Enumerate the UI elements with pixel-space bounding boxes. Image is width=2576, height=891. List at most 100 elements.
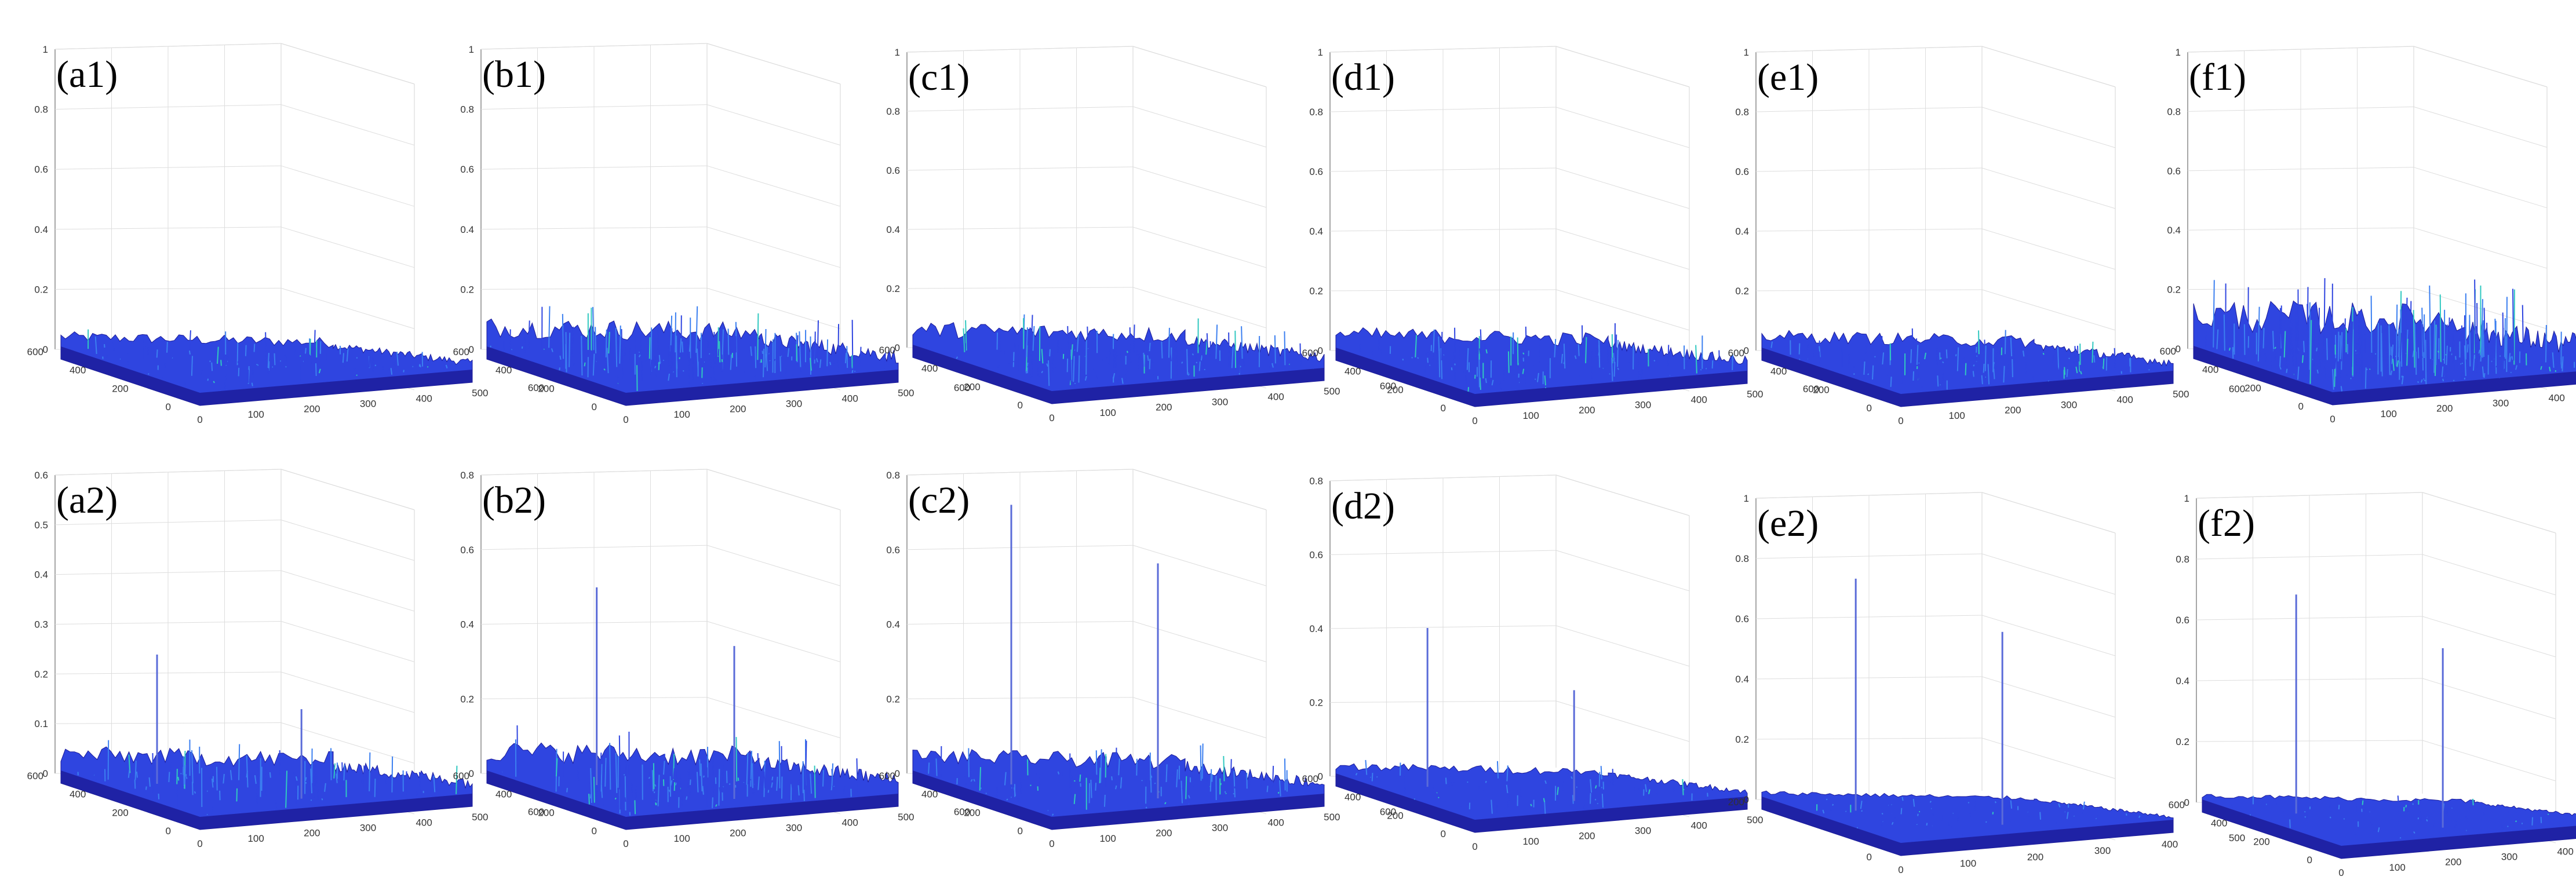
surface-spike	[2430, 356, 2432, 362]
surface-spike	[648, 776, 651, 779]
x-tick-label: 100	[1948, 410, 1965, 421]
surface-spike	[145, 786, 147, 790]
grid-line	[280, 570, 415, 612]
surface-spike	[295, 776, 298, 781]
grid-line	[280, 469, 415, 510]
grid	[1329, 46, 1690, 392]
surface-spike	[1432, 785, 1434, 789]
z-tick-label: 0.6	[460, 545, 474, 556]
surface-spike	[804, 365, 806, 370]
surface-spike	[1544, 780, 1547, 784]
surface-front	[487, 346, 898, 406]
surface-spike	[810, 357, 812, 371]
surface-spike	[2010, 800, 2013, 809]
grid-line	[1981, 107, 2116, 148]
surface-spike	[1861, 810, 1863, 812]
x-tick-label: 500	[1747, 815, 1763, 826]
surface-spike	[305, 777, 307, 782]
surface-spike	[712, 797, 713, 808]
x-tick-label: 400	[416, 817, 432, 828]
panel-label: (a2)	[56, 479, 118, 521]
surface-spike	[654, 764, 657, 785]
surface-spike	[2309, 320, 2312, 384]
surface-spike	[269, 772, 271, 778]
surface-spike	[2370, 295, 2373, 353]
surface-spike	[1467, 387, 1470, 392]
surface-spike	[2413, 363, 2415, 366]
surface-spike	[2064, 367, 2066, 375]
z-tick-label: 1	[1744, 493, 1749, 504]
y-tick-label: 0	[592, 826, 597, 837]
z-tick-label: 0.4	[2176, 675, 2189, 686]
surface-spike	[1985, 821, 1987, 823]
panel-b2: 00.20.40.60.80 100 200 300 400 500 60002004006…	[453, 469, 970, 849]
z-tick-label: 1	[469, 44, 474, 55]
grid-line	[1555, 289, 1690, 331]
surface-spike	[343, 366, 346, 369]
surface-spike	[935, 758, 938, 776]
z-tick-label: 0.2	[1735, 286, 1749, 297]
x-tick-label: 400	[416, 393, 432, 404]
panel-e1: 00.20.40.60.810 100 200 300 400 500 6000200400…	[1728, 46, 2245, 426]
surface-spike	[1081, 368, 1083, 371]
surface-spike	[2301, 355, 2304, 363]
surface-spike	[1052, 813, 1054, 816]
surface-spike	[1924, 352, 1926, 360]
x-tick-label: 0	[197, 838, 202, 849]
surface-spike	[816, 358, 818, 363]
x-tick-label: 100	[1099, 407, 1116, 418]
z-tick-label: 0	[469, 344, 474, 355]
surface-spike	[1970, 366, 1972, 369]
surface-spike	[1732, 354, 1733, 370]
x-tick-label: 500	[472, 812, 488, 823]
surface-spike	[374, 364, 377, 367]
x-tick-label: 400	[1267, 391, 1284, 402]
surface-spike	[1260, 783, 1263, 787]
surface-spike	[1106, 357, 1108, 359]
surface	[912, 314, 1325, 404]
surface-spike	[2446, 808, 2449, 816]
surface-spike	[2370, 821, 2373, 826]
surface-spike	[1371, 350, 1373, 355]
surface	[1761, 328, 2174, 407]
z-tick-label: 0.6	[34, 164, 48, 175]
y-tick-label: 0	[1018, 826, 1023, 837]
y-tick-label: 600	[1728, 348, 1744, 359]
grid-line	[1555, 107, 1690, 148]
surface-spike	[101, 772, 103, 773]
surface-spike	[753, 789, 755, 795]
grid-line	[1981, 228, 2116, 270]
surface-spike	[617, 375, 619, 382]
surface-spike	[668, 763, 671, 776]
surface-spike	[2550, 364, 2553, 368]
z-tick-label: 0.8	[1735, 107, 1749, 118]
surface-spike	[1819, 351, 1821, 361]
surface-spike	[433, 776, 436, 793]
surface-spike	[456, 765, 458, 794]
surface-spike	[761, 781, 763, 805]
surface-spike	[810, 773, 812, 794]
surface-spike	[2010, 337, 2013, 357]
y-tick-label: 400	[2202, 364, 2218, 375]
surface-spike	[210, 342, 213, 351]
surface-spike	[2494, 333, 2497, 374]
z-tick-label: 0.4	[1309, 226, 1323, 237]
surface-spike	[2341, 332, 2343, 370]
surface-spike	[1569, 343, 1571, 363]
surface-spike	[137, 767, 139, 783]
x-tick-label: 600	[1380, 381, 1396, 392]
surface-spike	[2075, 366, 2078, 374]
x-tick-label: 300	[1212, 397, 1228, 408]
surface-spike	[189, 330, 191, 351]
surface-spike	[1914, 367, 1915, 370]
surface-spike	[1057, 771, 1060, 775]
z-tick-label: 0.4	[2167, 225, 2181, 236]
surface-spike	[1832, 804, 1834, 806]
surface-spike	[1872, 365, 1874, 380]
surface-spike	[1648, 789, 1650, 794]
surface-spike	[1594, 785, 1597, 789]
surface	[2202, 594, 2576, 859]
y-tick-label: 400	[70, 789, 86, 800]
surface-spike	[605, 329, 607, 357]
surface-spike	[971, 766, 972, 780]
